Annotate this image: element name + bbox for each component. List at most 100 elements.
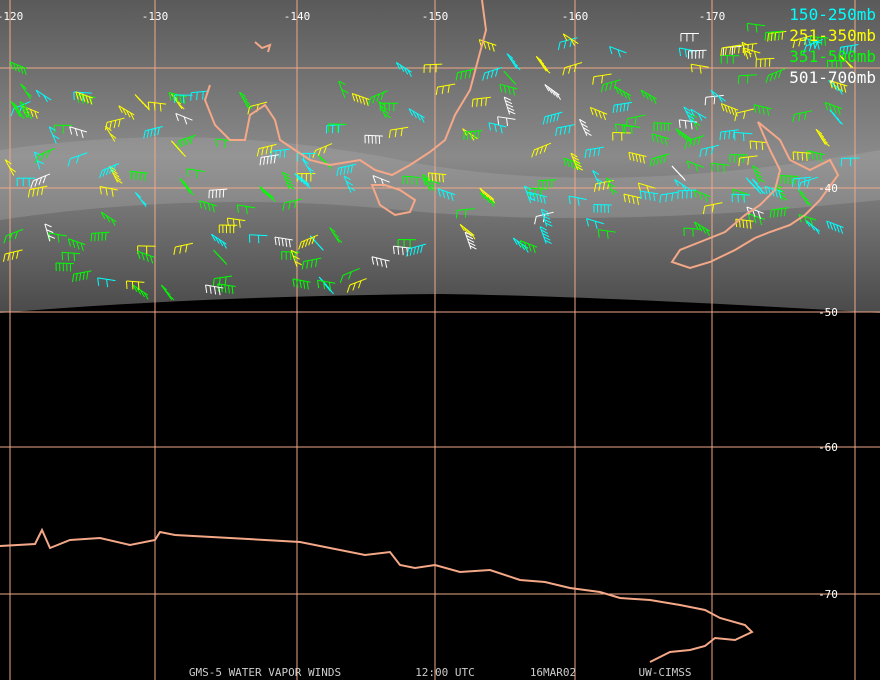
barb-feather <box>179 178 186 184</box>
barb-feather <box>809 223 816 231</box>
barb-feather <box>408 108 414 116</box>
barb-feather <box>67 238 72 247</box>
barb-feather <box>300 177 306 185</box>
barb-feather <box>562 67 566 76</box>
barb-shaft <box>217 283 236 287</box>
barb-feather <box>129 171 132 180</box>
barb-shaft <box>424 63 443 66</box>
barb-feather <box>466 235 474 240</box>
barb-feather <box>559 127 562 136</box>
barb-feather <box>179 95 182 104</box>
barb-feather <box>780 208 783 217</box>
barb-feather <box>534 216 537 225</box>
barb-feather <box>574 162 582 168</box>
barb-shaft <box>544 111 563 118</box>
barb-feather <box>747 156 750 165</box>
longitude-label: -140 <box>284 10 311 23</box>
barb-feather <box>484 195 490 203</box>
barb-feather <box>220 284 223 293</box>
barb-feather <box>766 107 770 116</box>
barb-feather <box>508 86 511 95</box>
barb-feather <box>401 247 404 256</box>
barb-feather <box>195 170 198 179</box>
barb-feather <box>555 127 558 136</box>
barb-feather <box>302 179 309 187</box>
barb-feather <box>512 237 518 246</box>
barb-feather <box>632 195 635 205</box>
barb-feather <box>733 45 736 54</box>
barb-feather <box>263 156 266 165</box>
barb-feather <box>424 177 431 183</box>
barb-feather <box>704 194 708 203</box>
barb-feather <box>532 245 536 254</box>
barb-feather <box>164 289 171 296</box>
barb-shaft <box>126 280 145 283</box>
barb-feather <box>399 64 405 73</box>
barb-feather <box>211 233 216 242</box>
barb-shaft <box>640 190 659 195</box>
barb-feather <box>367 97 372 106</box>
barb-feather <box>846 46 849 55</box>
barb-feather <box>145 254 149 263</box>
barb-feather <box>728 130 731 139</box>
barb-feather <box>849 45 852 54</box>
barb-feather <box>218 287 221 296</box>
barb-shaft <box>731 193 750 196</box>
barb-feather <box>173 246 176 255</box>
barb-feather <box>755 173 763 179</box>
barb-shaft <box>338 163 357 169</box>
coastline <box>0 527 754 663</box>
barb-feather <box>19 101 27 106</box>
barb-feather <box>380 92 384 101</box>
barb-feather <box>105 167 110 176</box>
barb-feather <box>430 180 435 189</box>
barb-feather <box>40 152 45 161</box>
barb-feather <box>675 128 681 136</box>
barb-feather <box>311 236 316 245</box>
barb-feather <box>323 145 328 154</box>
barb-feather <box>144 103 150 111</box>
barb-feather <box>441 190 446 199</box>
barb-shaft <box>422 176 440 185</box>
barb-feather <box>402 176 404 185</box>
barb-feather <box>427 172 430 181</box>
barb-feather <box>836 118 844 125</box>
barb-feather <box>287 185 295 190</box>
barb-feather <box>34 155 39 164</box>
barb-shaft <box>614 101 633 106</box>
barb-feather <box>823 141 830 147</box>
barb-shaft <box>742 47 761 54</box>
barb-feather <box>146 129 150 138</box>
barb-feather <box>494 124 497 133</box>
longitude-label: -130 <box>142 10 169 23</box>
barb-feather <box>683 106 691 112</box>
barb-shaft <box>422 174 431 191</box>
latitude-label: -70 <box>818 588 838 601</box>
barb-feather <box>549 114 553 123</box>
barb-feather <box>358 280 362 289</box>
barb-feather <box>69 126 73 135</box>
barb-shaft <box>199 200 217 207</box>
barb-shaft <box>73 270 92 275</box>
barb-feather <box>350 164 353 173</box>
barb-feather <box>470 131 472 140</box>
barb-feather <box>743 110 746 119</box>
barb-feather <box>678 130 684 138</box>
barb-feather <box>746 23 749 32</box>
barb-feather <box>609 82 613 91</box>
barb-shaft <box>55 262 74 265</box>
barb-feather <box>506 117 509 127</box>
latitude-label: -60 <box>818 441 838 454</box>
barb-feather <box>773 209 776 218</box>
barb-feather <box>109 121 112 130</box>
barb-feather <box>778 31 780 40</box>
barb-feather <box>764 186 768 195</box>
barb-feather <box>136 287 142 295</box>
barb-feather <box>623 194 626 203</box>
barb-shaft <box>6 228 24 237</box>
barb-feather <box>81 95 84 104</box>
barb-feather <box>306 260 309 269</box>
barb-feather <box>755 183 762 190</box>
barb-feather <box>720 47 723 56</box>
barb-feather <box>136 171 139 181</box>
